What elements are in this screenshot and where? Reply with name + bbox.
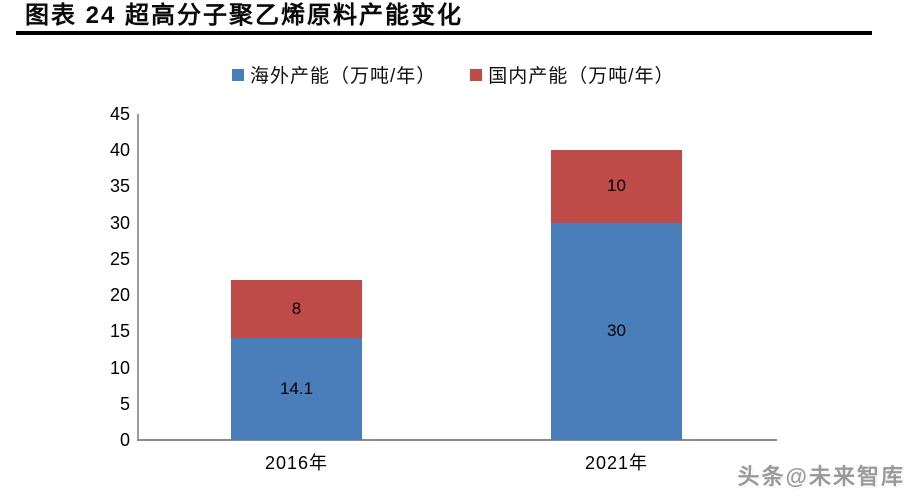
y-tick-label: 20: [109, 285, 130, 305]
y-tick-label: 40: [109, 140, 130, 160]
legend-item-1: 国内产能（万吨/年）: [470, 61, 674, 88]
legend-label: 国内产能（万吨/年）: [488, 66, 675, 87]
bar-segment-2021年-海外产能（万吨/年）: 30: [551, 222, 682, 440]
bar-value-label: 10: [607, 176, 626, 196]
title-divider-rule: [16, 31, 872, 35]
y-tick-label: 30: [109, 212, 130, 233]
chart-title: 图表 24 超高分子聚乙烯原料产能变化: [25, 2, 464, 29]
x-axis-line: [137, 439, 777, 441]
y-tick-label: 35: [109, 176, 130, 197]
y-tick-label: 15: [109, 321, 130, 342]
legend-swatch-icon: [470, 68, 483, 81]
y-tick-label: 10: [109, 357, 130, 378]
legend-swatch-icon: [232, 68, 244, 81]
bar-segment-2016年-国内产能（万吨/年）: 8: [231, 279, 362, 338]
bar-segment-2016年-海外产能（万吨/年）: 14.1: [231, 337, 362, 440]
x-category-label: 2016年: [264, 453, 329, 473]
y-tick-label: 45: [109, 103, 130, 124]
x-category-label: 2021年: [584, 453, 649, 473]
bar-value-label: 30: [607, 321, 626, 341]
y-tick-label: 5: [119, 393, 130, 414]
watermark: 头条@未来智库: [737, 464, 905, 489]
y-tick-label: 25: [109, 248, 130, 269]
y-axis-line: [137, 114, 139, 440]
legend-item-0: 海外产能（万吨/年）: [232, 61, 436, 88]
legend-label: 海外产能（万吨/年）: [250, 66, 437, 87]
bar-value-label: 14.1: [279, 378, 314, 398]
bar-value-label: 8: [291, 298, 302, 318]
chart-legend: 海外产能（万吨/年） 国内产能（万吨/年）: [232, 61, 675, 88]
y-tick-label: 0: [119, 430, 130, 450]
bar-segment-2021年-国内产能（万吨/年）: 10: [551, 150, 682, 223]
